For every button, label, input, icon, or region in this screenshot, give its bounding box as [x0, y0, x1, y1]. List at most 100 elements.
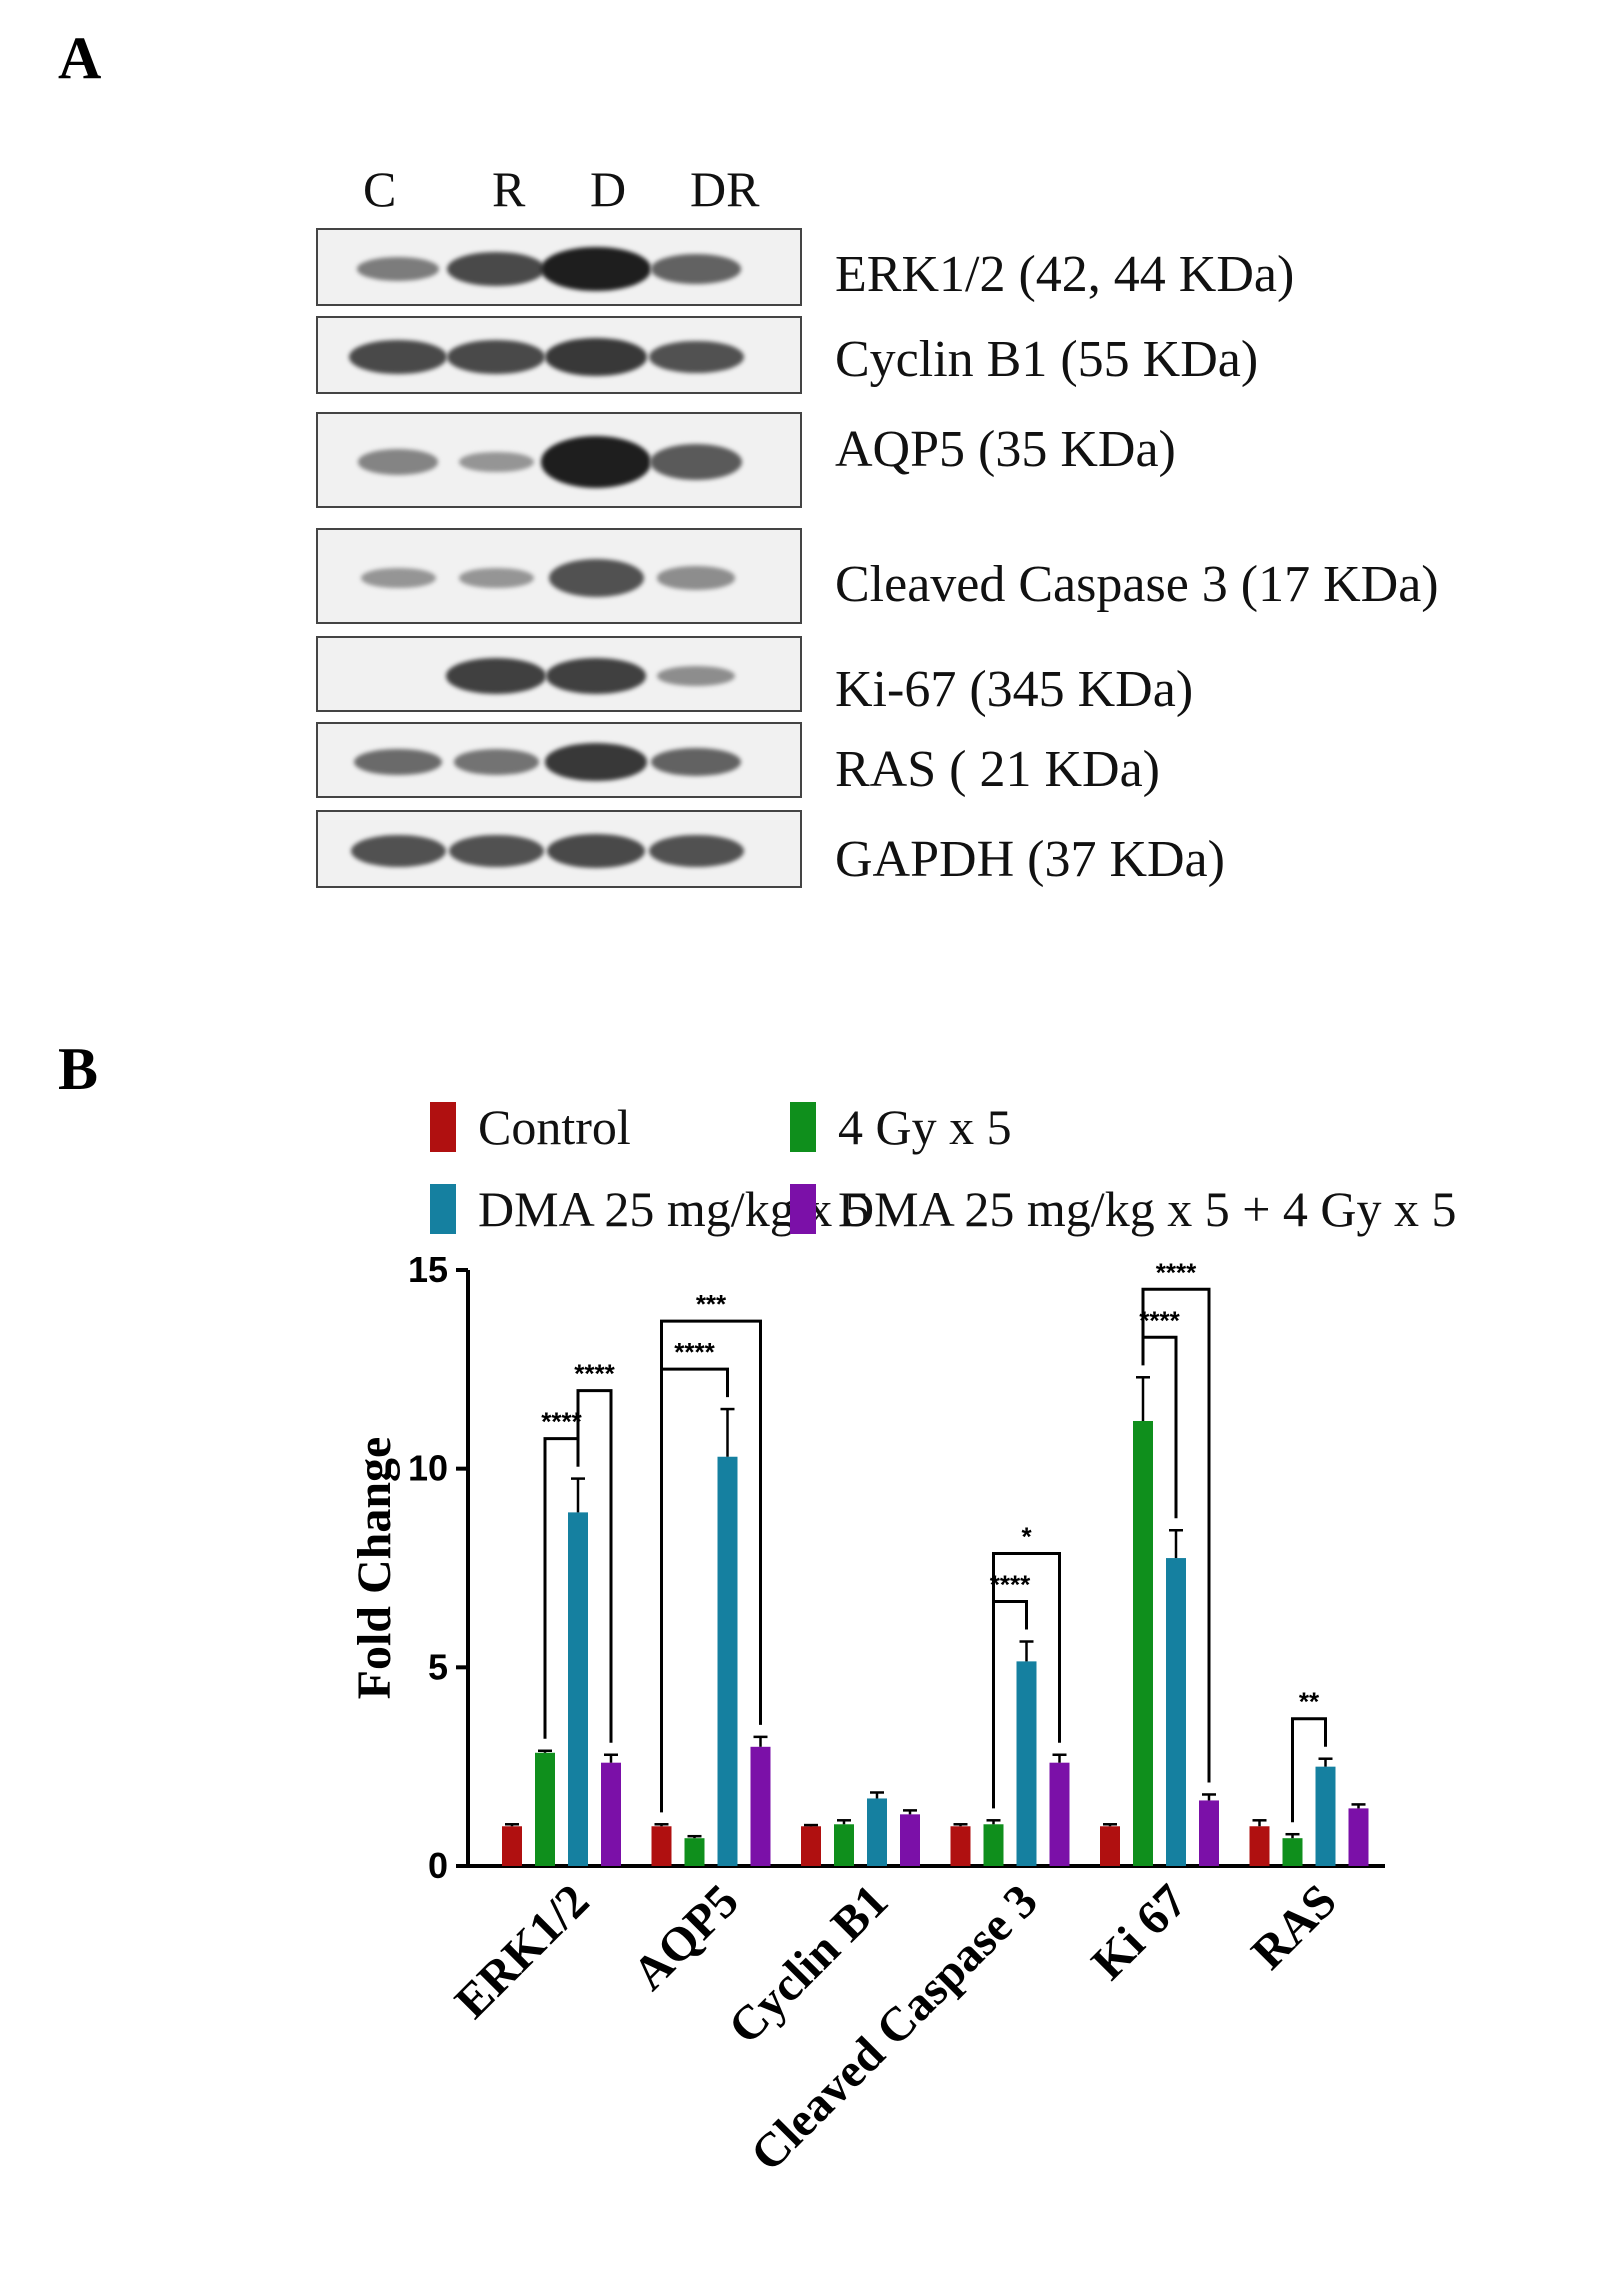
blot-strip	[316, 316, 802, 394]
blot-label: AQP5 (35 KDa)	[835, 421, 1176, 478]
blot-band	[546, 658, 646, 694]
legend-label: DMA 25 mg/kg x 5 + 4 Gy x 5	[838, 1181, 1457, 1237]
blot-label: Cyclin B1 (55 KDa)	[835, 331, 1259, 388]
panel-a-label: A	[58, 25, 102, 91]
bar	[950, 1826, 971, 1866]
blot-band	[651, 254, 741, 284]
significance-label: *	[1021, 1522, 1032, 1552]
blot-band	[453, 749, 539, 775]
bar	[651, 1826, 672, 1866]
bar	[1049, 1762, 1070, 1866]
blot-band	[544, 338, 648, 376]
blot-band	[447, 251, 545, 287]
blot-band	[548, 558, 644, 598]
bar	[900, 1814, 920, 1866]
significance-label: ****	[574, 1359, 615, 1389]
significance-bracket	[576, 1389, 613, 1743]
legend-swatch	[790, 1102, 816, 1152]
blot-band	[360, 567, 436, 589]
blot-band	[458, 451, 534, 473]
significance-label: ****	[541, 1407, 582, 1437]
blot-band	[458, 567, 534, 589]
significance-label: ****	[1139, 1305, 1180, 1335]
blot-band	[447, 339, 545, 375]
bar	[568, 1512, 588, 1866]
bar	[1315, 1766, 1336, 1866]
blot-band	[354, 748, 442, 776]
x-tick-label: Ki 67	[1082, 1874, 1198, 1990]
y-tick-label: 5	[428, 1646, 448, 1687]
significance-label: ***	[696, 1289, 727, 1319]
bar	[1100, 1826, 1120, 1866]
lane-header-d: D	[590, 161, 627, 217]
lane-header-c: C	[363, 161, 397, 217]
significance-label: ****	[990, 1570, 1031, 1600]
blot-band	[356, 257, 440, 281]
bar	[535, 1752, 555, 1866]
blot-strip	[316, 722, 802, 798]
x-tick-label: AQP5	[623, 1874, 749, 2000]
significance-bracket	[660, 1319, 762, 1813]
blot-strip	[316, 412, 802, 508]
significance-bracket	[992, 1552, 1061, 1809]
bar	[1199, 1800, 1219, 1866]
x-tick-label: ERK1/2	[445, 1874, 599, 2028]
significance-bracket	[1141, 1287, 1211, 1783]
bar	[750, 1746, 771, 1866]
bar	[1348, 1808, 1369, 1866]
significance-label: ****	[674, 1337, 715, 1367]
bar	[867, 1798, 887, 1866]
y-tick-label: 15	[408, 1249, 448, 1290]
bar	[1016, 1661, 1037, 1866]
blot-band	[547, 833, 645, 869]
bar	[1166, 1558, 1186, 1866]
bar	[502, 1826, 522, 1866]
blot-label: RAS ( 21 KDa)	[835, 741, 1160, 798]
blot-band	[657, 666, 735, 686]
blot-band	[446, 658, 546, 694]
significance-label: **	[1299, 1687, 1320, 1717]
blot-band	[649, 443, 743, 481]
blot-band	[648, 340, 744, 374]
blot-label: ERK1/2 (42, 44 KDa)	[835, 246, 1295, 303]
bar	[1133, 1420, 1153, 1866]
legend-swatch	[790, 1184, 816, 1234]
significance-label: ****	[1156, 1257, 1197, 1287]
lane-header-r: R	[492, 161, 526, 217]
blot-label: Ki-67 (345 KDa)	[835, 661, 1194, 718]
blot-band	[350, 834, 446, 868]
blot-label: Cleaved Caspase 3 (17 KDa)	[835, 556, 1439, 613]
blot-band	[541, 436, 651, 488]
lane-header-dr: DR	[690, 161, 760, 217]
blot-strip	[316, 528, 802, 624]
legend-label: Control	[478, 1099, 631, 1155]
blot-strip	[316, 810, 802, 888]
blot-band	[349, 339, 447, 375]
blot-band	[648, 834, 744, 868]
y-tick-label: 10	[408, 1448, 448, 1489]
significance-brackets: ******************************	[541, 1257, 1327, 1823]
bar	[601, 1762, 621, 1866]
panel-b-label: B	[58, 1036, 99, 1102]
blot-strip	[316, 636, 802, 712]
x-tick-label: Cleaved Caspase 3	[741, 1874, 1048, 2181]
blot-band	[448, 834, 544, 868]
bar	[983, 1824, 1004, 1866]
blot-band	[544, 743, 648, 781]
y-tick-label: 0	[428, 1845, 448, 1886]
significance-bracket	[1291, 1717, 1327, 1823]
bar	[1282, 1838, 1303, 1866]
blot-strip	[316, 228, 802, 306]
bar	[717, 1456, 738, 1866]
bar	[834, 1824, 854, 1866]
bar	[684, 1838, 705, 1866]
legend-swatch	[430, 1102, 456, 1152]
legend-swatch	[430, 1184, 456, 1234]
legend-label: 4 Gy x 5	[838, 1099, 1012, 1155]
blot-band	[651, 747, 741, 777]
y-axis-label: Fold Change	[348, 1437, 401, 1700]
blot-label: GAPDH (37 KDa)	[835, 831, 1225, 888]
